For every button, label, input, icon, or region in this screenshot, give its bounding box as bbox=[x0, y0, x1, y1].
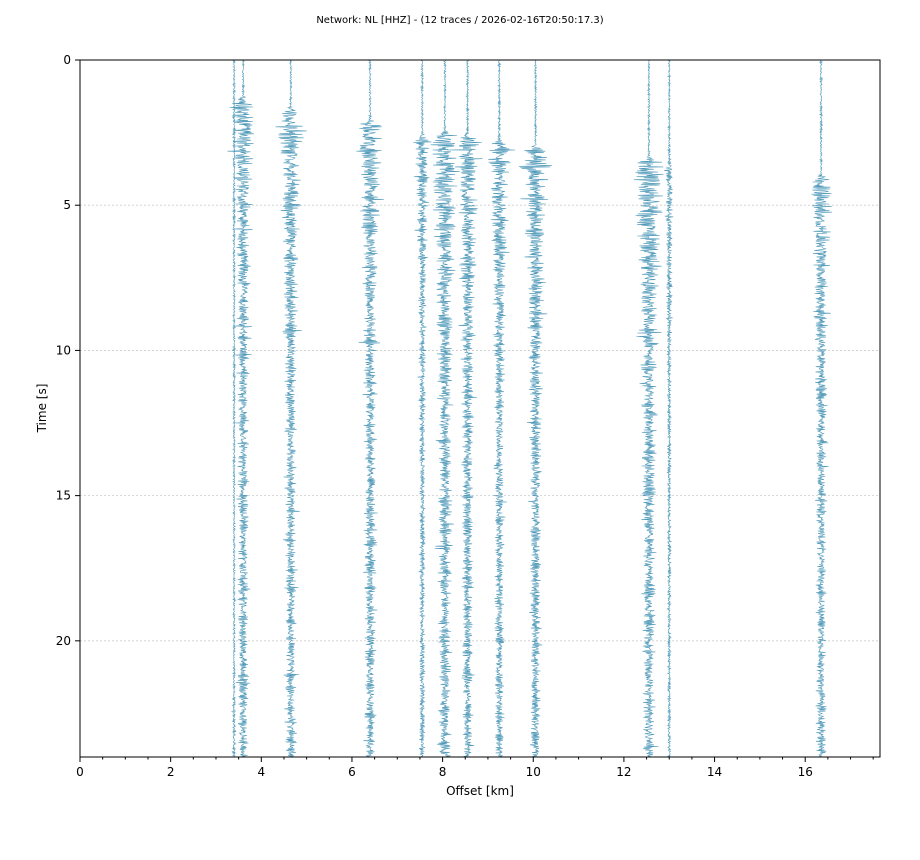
x-axis-ticks: 0 2 4 6 8 10 12 14 16 bbox=[76, 757, 874, 779]
x-tick-label: 10 bbox=[526, 765, 541, 779]
x-tick-label: 2 bbox=[167, 765, 175, 779]
trace-line bbox=[447, 59, 483, 758]
x-axis-label: Offset [km] bbox=[446, 784, 514, 798]
trace-line bbox=[227, 59, 255, 758]
trace-line bbox=[275, 59, 307, 758]
trace-line bbox=[231, 59, 237, 758]
x-tick-label: 4 bbox=[257, 765, 265, 779]
trace-line bbox=[488, 59, 516, 758]
x-tick-label: 8 bbox=[439, 765, 447, 779]
y-tick-label: 5 bbox=[63, 198, 71, 212]
trace-line bbox=[430, 59, 461, 758]
x-tick-label: 14 bbox=[707, 765, 722, 779]
y-axis-ticks: 0 5 10 15 20 bbox=[56, 53, 80, 648]
trace-line bbox=[413, 59, 432, 758]
x-tick-label: 6 bbox=[348, 765, 356, 779]
trace-line bbox=[664, 59, 674, 758]
y-tick-label: 15 bbox=[56, 489, 71, 503]
traces bbox=[227, 59, 832, 758]
x-tick-label: 12 bbox=[616, 765, 631, 779]
plot-frame bbox=[79, 59, 881, 758]
trace-line bbox=[811, 59, 832, 758]
y-axis-label: Time [s] bbox=[35, 384, 49, 434]
y-tick-label: 10 bbox=[56, 343, 71, 357]
x-tick-label: 0 bbox=[76, 765, 84, 779]
trace-line bbox=[518, 59, 552, 758]
y-tick-label: 20 bbox=[56, 634, 71, 648]
chart-title: Network: NL [HHZ] - (12 traces / 2026-02… bbox=[316, 15, 603, 26]
trace-line bbox=[356, 59, 384, 758]
x-tick-label: 16 bbox=[798, 765, 813, 779]
trace-line bbox=[633, 59, 664, 758]
grid-lines bbox=[80, 204, 880, 642]
y-tick-label: 0 bbox=[63, 53, 71, 67]
